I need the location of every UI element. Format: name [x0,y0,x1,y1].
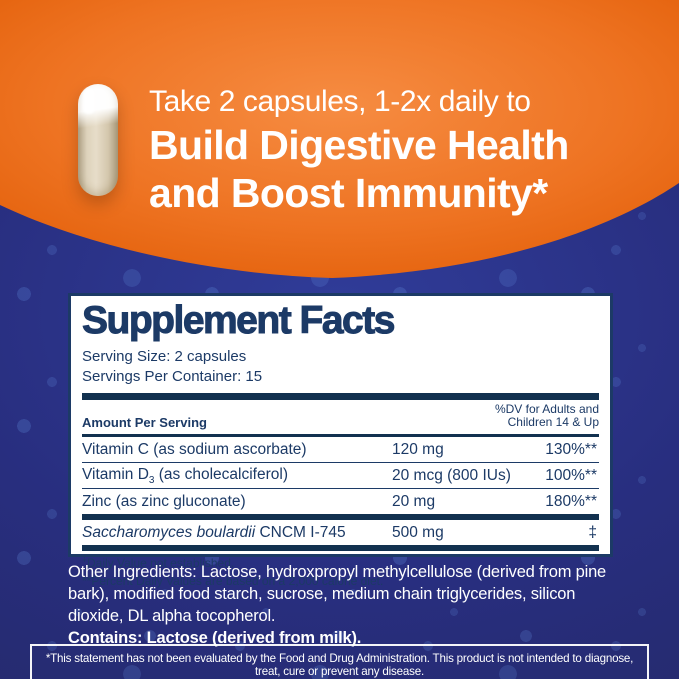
other-ingredients: Other Ingredients: Lactose, hydroxpropyl… [68,562,624,650]
table-row: Zinc (as zinc gluconate) 20 mg 180%** [82,489,599,514]
nutrient-amount: 120 mg [392,440,444,458]
table-header-row: Amount Per Serving %DV for Adults and Ch… [82,400,599,435]
nutrient-dv: ‡ [588,523,597,541]
nutrient-name: Vitamin C (as sodium ascorbate) [82,440,307,458]
fda-disclaimer-box: *This statement has not been evaluated b… [30,644,649,679]
capsule-icon [78,84,118,196]
serving-info: Serving Size: 2 capsules Servings Per Co… [82,347,599,388]
supplement-facts-content: Supplement Facts Serving Size: 2 capsule… [71,296,610,588]
nutrient-dv: 180%** [545,492,597,510]
other-ingredients-text: Other Ingredients: Lactose, hydroxpropyl… [68,563,607,625]
table-row: Vitamin C (as sodium ascorbate) 120 mg 1… [82,437,599,464]
nutrient-dv: 100%** [545,466,597,484]
nutrient-name: Saccharomyces boulardii CNCM I-745 [82,523,346,541]
orange-hero-shape [0,0,679,278]
footnote-daily-value: ‡Daily Value not established. [82,553,235,571]
daily-value-header: %DV for Adults and Children 14 & Up [494,401,599,430]
hero-headline: Take 2 capsules, 1-2x daily to Build Dig… [149,83,569,217]
hero-line-benefit2: and Boost Immunity* [149,169,548,216]
serving-size: Serving Size: 2 capsules [82,348,247,365]
hero-line-benefit1: Build Digestive Health [149,121,569,168]
table-row: Vitamin D3 (as cholecalciferol) 20 mcg (… [82,463,599,490]
supplement-facts-title: Supplement Facts [82,299,396,342]
nutrient-amount: 20 mg [392,492,436,510]
nutrient-amount: 500 mg [392,523,444,541]
table-row-probiotic: Saccharomyces boulardii CNCM I-745 500 m… [82,520,599,545]
nutrient-dv: 130%** [545,440,597,458]
nutrient-name: Vitamin D3 (as cholecalciferol) [82,465,288,486]
footnotes: ‡Daily Value not established. **Percent … [82,554,599,590]
divider-thick-bottom [82,545,599,552]
hero-line-dosage: Take 2 capsules, 1-2x daily to [149,85,531,118]
contains-statement: Contains: Lactose (derived from milk). [68,628,362,647]
divider-thick-mid [82,514,599,521]
divider-thick-top [82,392,599,400]
footnote-percent-dv: **Percent Daily Values are based on a 2,… [82,574,384,589]
divider-header [82,434,599,438]
amount-per-serving-header: Amount Per Serving [82,415,207,431]
nutrient-amount: 20 mcg (800 IUs) [392,466,511,484]
servings-per-container: Servings Per Container: 15 [82,368,263,386]
supplement-facts-panel: Supplement Facts Serving Size: 2 capsule… [68,293,613,588]
nutrient-name: Zinc (as zinc gluconate) [82,492,246,510]
